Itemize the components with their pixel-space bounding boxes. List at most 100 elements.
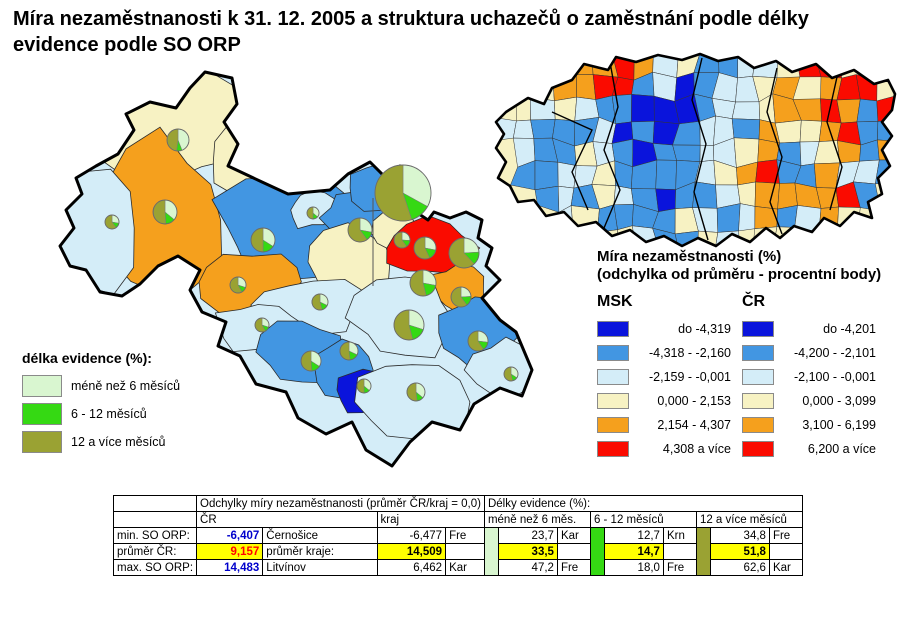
pie-outline [347, 217, 373, 243]
legend-columns: MSK do -4,319 -4,318 - -2,160 -2,159 - -… [597, 293, 897, 461]
value-cell: 23,7 [497, 527, 558, 544]
class-swatch [742, 345, 774, 361]
table-row-min: min. SO ORP: -6,407 Černošice -6,477 Fre… [112, 527, 803, 576]
abbr-cell [662, 543, 697, 560]
page-title: Míra nezaměstnanosti k 31. 12. 2005 a st… [13, 8, 809, 56]
evidence-swatch-over12 [22, 431, 62, 453]
cz-overview-map [494, 52, 897, 248]
class-swatch [742, 441, 774, 457]
class-swatch [597, 393, 629, 409]
evidence-swatch-6to12 [22, 403, 62, 425]
msk-region-map [58, 70, 534, 468]
pie-outline [250, 227, 276, 253]
pie-outline [339, 341, 359, 361]
corner-cell [112, 495, 198, 512]
legend-row: do -4,319 [597, 317, 735, 341]
district-cell [731, 118, 761, 140]
district-cell [576, 74, 596, 100]
district-shape [60, 162, 135, 295]
col-header-kraj: kraj [376, 511, 485, 528]
abbr-cell: Fre [445, 527, 485, 544]
unemployment-legend-subtitle: (odchylka od průměru - procentní body) [597, 266, 882, 283]
pie-outline [229, 276, 247, 294]
class-swatch [597, 345, 629, 361]
col-header-over12: 12 a více měsíců [695, 511, 803, 528]
district-cell [856, 98, 879, 123]
value-cell: -6,477 [376, 527, 447, 544]
legend-row: 0,000 - 3,099 [742, 389, 880, 413]
kraj-border-line [691, 57, 709, 241]
pie-outline [166, 128, 190, 152]
district-cell [754, 181, 780, 210]
district-cell [836, 98, 861, 124]
district-cell [534, 185, 560, 213]
pie-outline [448, 237, 480, 269]
value-cell: 14,7 [603, 543, 664, 560]
evidence-legend-title: délka evidence (%): [22, 350, 152, 366]
legend-column-msk: MSK do -4,319 -4,318 - -2,160 -2,159 - -… [597, 293, 735, 461]
class-swatch [597, 417, 629, 433]
table-group-header-row: Odchylky míry nezaměstnanosti (průměr ČR… [112, 495, 803, 512]
value-cell: 33,5 [497, 543, 558, 560]
district-cell [799, 119, 822, 143]
row-label: max. SO ORP: [112, 559, 198, 576]
class-swatch [742, 393, 774, 409]
pie-outline [503, 366, 519, 382]
value-cell: 6,462 [376, 559, 447, 576]
kraj-border-line [766, 67, 783, 235]
pie-outline [406, 382, 426, 402]
district-cell [530, 119, 556, 139]
abbr-cell: Kar [445, 559, 485, 576]
district-cell [655, 159, 677, 190]
kraj-border-line [603, 61, 621, 229]
district-cell [552, 54, 577, 78]
class-swatch [597, 321, 629, 337]
district-cell [737, 181, 756, 207]
table-column-header-row: ČR kraj méně než 6 měs. 6 - 12 měsíců 12… [112, 511, 803, 528]
row-label: průměr ČR: [112, 543, 198, 560]
abbr-cell [445, 543, 485, 560]
district-cell [513, 119, 535, 139]
color-swatch-under6 [483, 527, 499, 576]
group-header-evidence: Délky evidence (%): [483, 495, 803, 512]
msk-districts [60, 72, 532, 444]
table-row-max: max. SO ORP: 14,483 Litvínov 6,462 Kar 4… [112, 559, 803, 576]
class-swatch [742, 417, 774, 433]
class-swatch [742, 369, 774, 385]
unemployment-legend: Míra nezaměstnanosti (%) (odchylka od pr… [597, 248, 897, 461]
pie-outline [104, 214, 120, 230]
kraj-border-line [551, 111, 593, 211]
district-cell [570, 205, 600, 233]
evidence-swatch-under6 [22, 375, 62, 397]
value-cell: 12,7 [603, 527, 664, 544]
color-swatch-over12 [695, 527, 711, 576]
legend-column-cr: ČR do -4,201 -4,200 - -2,101 -2,100 - -0… [742, 293, 880, 461]
pie-outline [393, 309, 425, 341]
abbr-cell: Fre [768, 527, 803, 544]
value-cell: 47,2 [497, 559, 558, 576]
district-cell [716, 203, 741, 233]
legend-row: 6 - 12 měsíců [22, 403, 222, 425]
legend-row: 0,000 - 2,153 [597, 389, 735, 413]
name-cell: průměr kraje: [262, 543, 378, 560]
col-header-6to12: 6 - 12 měsíců [589, 511, 697, 528]
district-cell [534, 160, 559, 191]
legend-row: méně než 6 měsíců [22, 375, 222, 397]
pie-outline [254, 317, 270, 333]
pie-outline [311, 293, 329, 311]
legend-row: 6,200 a více [742, 437, 880, 461]
abbr-cell [768, 543, 803, 560]
district-cell [837, 206, 861, 233]
district-cell [574, 96, 600, 122]
pie-outline [413, 236, 437, 260]
abbr-cell: Fre [556, 559, 591, 576]
pie-outline [409, 269, 437, 297]
district-cell [613, 185, 634, 206]
district-cell [777, 182, 798, 210]
group-header-deviations: Odchylky míry nezaměstnanosti (průměr ČR… [196, 495, 485, 512]
msk-pies [104, 128, 519, 402]
district-cell [738, 203, 756, 232]
value-cell: 51,8 [709, 543, 770, 560]
district-cell [711, 97, 736, 119]
pie-outline [467, 330, 489, 352]
